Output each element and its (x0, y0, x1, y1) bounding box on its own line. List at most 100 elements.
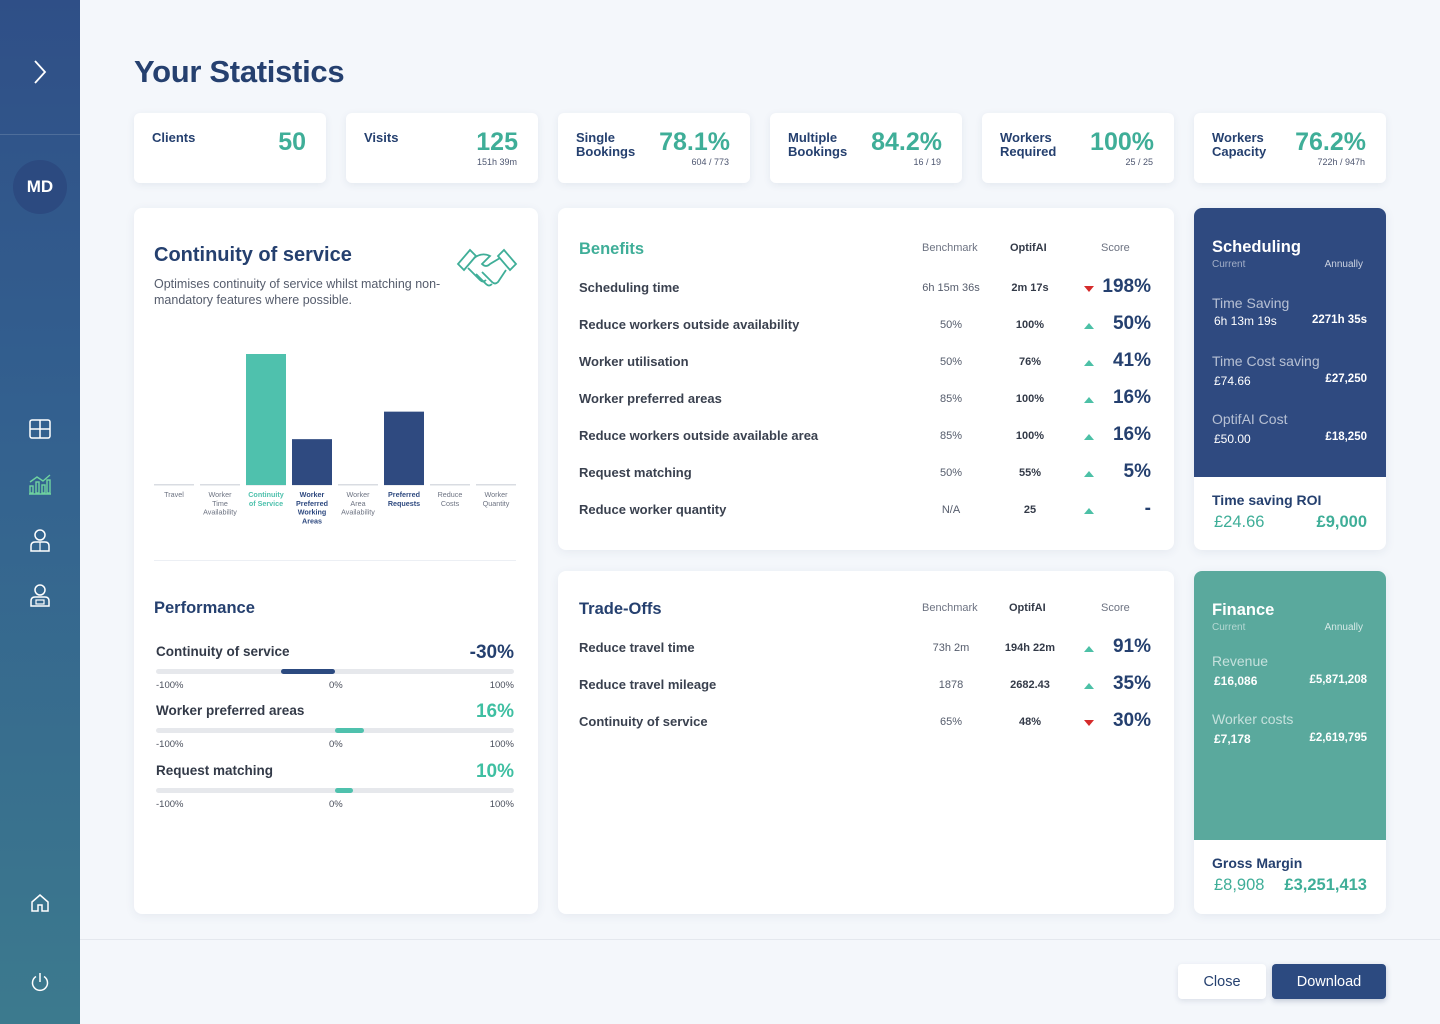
chart-category-label: Continuity of Service (248, 490, 284, 508)
continuity-title: Continuity of service (154, 244, 352, 266)
current-label: Current (1212, 622, 1246, 633)
score-value: 41% (1112, 350, 1151, 371)
performance-row: Continuity of service -30% -100% 0% 100% (156, 642, 514, 700)
stat-card-clients: Clients 50 (134, 113, 326, 183)
table-row: Reduce travel mileage 1878 2682.43 35% (579, 673, 1151, 697)
score-value: 35% (1112, 673, 1151, 694)
stat-card-multiple-bookings: Multiple Bookings 84.2% 16 / 19 (770, 113, 962, 183)
row-name: Worker utilisation (579, 354, 689, 369)
stat-sub: 604 / 773 (691, 157, 729, 167)
benchmark-value: 85% (939, 393, 963, 405)
table-row: Reduce worker quantity N/A 25 - (579, 498, 1151, 522)
chart-category-label: Travel (164, 490, 184, 499)
bar-baseline (154, 484, 194, 486)
stat-value: 78.1% (659, 128, 730, 156)
stat-sub: 16 / 19 (913, 157, 941, 167)
bar-baseline (200, 484, 240, 486)
sidebar: MD (0, 0, 80, 1024)
stat-card-workers-required: Workers Required 100% 25 / 25 (982, 113, 1174, 183)
arrow-up-icon (1084, 471, 1094, 477)
continuity-bar-chart: Travel Worker Time Availability Continuity of… (154, 354, 516, 525)
chart-bar (246, 354, 286, 485)
row-name: Reduce workers outside available area (579, 428, 819, 443)
arrow-up-icon (1084, 683, 1094, 689)
margin-label: Gross Margin (1212, 855, 1303, 871)
stat-label: Multiple Bookings (788, 130, 848, 159)
grid-icon[interactable] (20, 409, 60, 449)
stat-value: 100% (1090, 128, 1154, 156)
benchmark-value: 73h 2m (932, 642, 970, 654)
finance-card: Finance Current Annually Revenue £16,086… (1194, 571, 1386, 914)
row-name: Reduce travel mileage (579, 677, 717, 692)
item-label: Time Cost saving (1212, 353, 1320, 369)
item-annual: £2,619,795 (1309, 732, 1367, 744)
stat-label: Visits (364, 130, 399, 145)
score-value: - (1144, 498, 1151, 519)
close-button[interactable]: Close (1178, 964, 1266, 999)
stat-label: Workers Capacity (1212, 130, 1267, 159)
benefits-panel: Benefits Benchmark OptifAI Score Schedul… (558, 208, 1174, 550)
item-label: Revenue (1212, 653, 1269, 669)
benchmark-value: 50% (939, 356, 963, 368)
table-row: Scheduling time 6h 15m 36s 2m 17s 198% (579, 276, 1151, 300)
arrow-up-icon (1084, 397, 1094, 403)
optifai-value: 55% (1018, 467, 1042, 479)
optifai-value: 100% (1015, 393, 1045, 405)
header-score: Score (1101, 602, 1130, 614)
divider (154, 560, 516, 561)
item-annual: £5,871,208 (1309, 674, 1367, 686)
stat-label: Workers Required (1000, 130, 1057, 159)
chart-bar (384, 411, 424, 485)
footer-divider (80, 939, 1440, 940)
performance-value: -30% (469, 642, 514, 663)
scheduling-title: Scheduling (1212, 238, 1301, 256)
stat-card-single-bookings: Single Bookings 78.1% 604 / 773 (558, 113, 750, 183)
performance-track (156, 669, 514, 674)
optifai-value: 76% (1018, 356, 1042, 368)
chart-category-label: Worker Time Availability (203, 490, 237, 517)
optifai-value: 100% (1015, 319, 1045, 331)
item-label: Worker costs (1212, 711, 1294, 727)
benchmark-value: 85% (939, 430, 963, 442)
performance-title: Performance (154, 599, 255, 617)
header-benchmark: Benchmark (922, 602, 978, 614)
worker-icon[interactable] (20, 520, 60, 560)
table-row: Worker preferred areas 85% 100% 16% (579, 387, 1151, 411)
download-button[interactable]: Download (1272, 964, 1386, 999)
tick-zero: 0% (329, 739, 343, 750)
chart-bar (292, 439, 332, 485)
item-annual: £18,250 (1325, 431, 1367, 443)
power-icon[interactable] (20, 962, 60, 1002)
avatar[interactable]: MD (13, 160, 67, 214)
header-optifai: OptifAI (1010, 242, 1047, 254)
continuity-description: Optimises continuity of service whilst m… (154, 277, 441, 307)
client-icon[interactable] (20, 575, 60, 615)
tick-min: -100% (156, 680, 184, 691)
benchmark-value: N/A (941, 504, 961, 516)
performance-row: Worker preferred areas 16% -100% 0% 100% (156, 701, 514, 759)
score-value: 5% (1123, 461, 1151, 482)
stat-card-visits: Visits 125 151h 39m (346, 113, 538, 183)
chart-category-label: Worker Quantity (483, 490, 510, 508)
stat-label: Single Bookings (576, 130, 636, 159)
row-name: Reduce worker quantity (579, 502, 727, 517)
analytics-icon[interactable] (20, 464, 60, 504)
score-value: 16% (1112, 387, 1151, 408)
home-icon[interactable] (20, 883, 60, 923)
row-name: Request matching (579, 465, 692, 480)
row-name: Reduce workers outside availability (579, 317, 800, 332)
benefits-title: Benefits (579, 240, 645, 258)
performance-name: Request matching (156, 763, 274, 778)
row-name: Scheduling time (579, 280, 680, 295)
scheduling-summary: Scheduling Current Annually Time Saving … (1194, 208, 1386, 477)
table-row: Request matching 50% 55% 5% (579, 461, 1151, 485)
score-value: 198% (1102, 276, 1151, 297)
stat-sub: 151h 39m (476, 157, 517, 167)
item-label: OptifAI Cost (1212, 411, 1288, 427)
tick-max: 100% (489, 739, 514, 750)
arrow-down-icon (1084, 286, 1094, 292)
chevron-right-icon[interactable] (20, 52, 60, 92)
performance-value: 16% (475, 701, 514, 722)
table-row: Reduce workers outside availability 50% 10… (579, 313, 1151, 337)
tradeoffs-title: Trade-Offs (579, 600, 662, 618)
